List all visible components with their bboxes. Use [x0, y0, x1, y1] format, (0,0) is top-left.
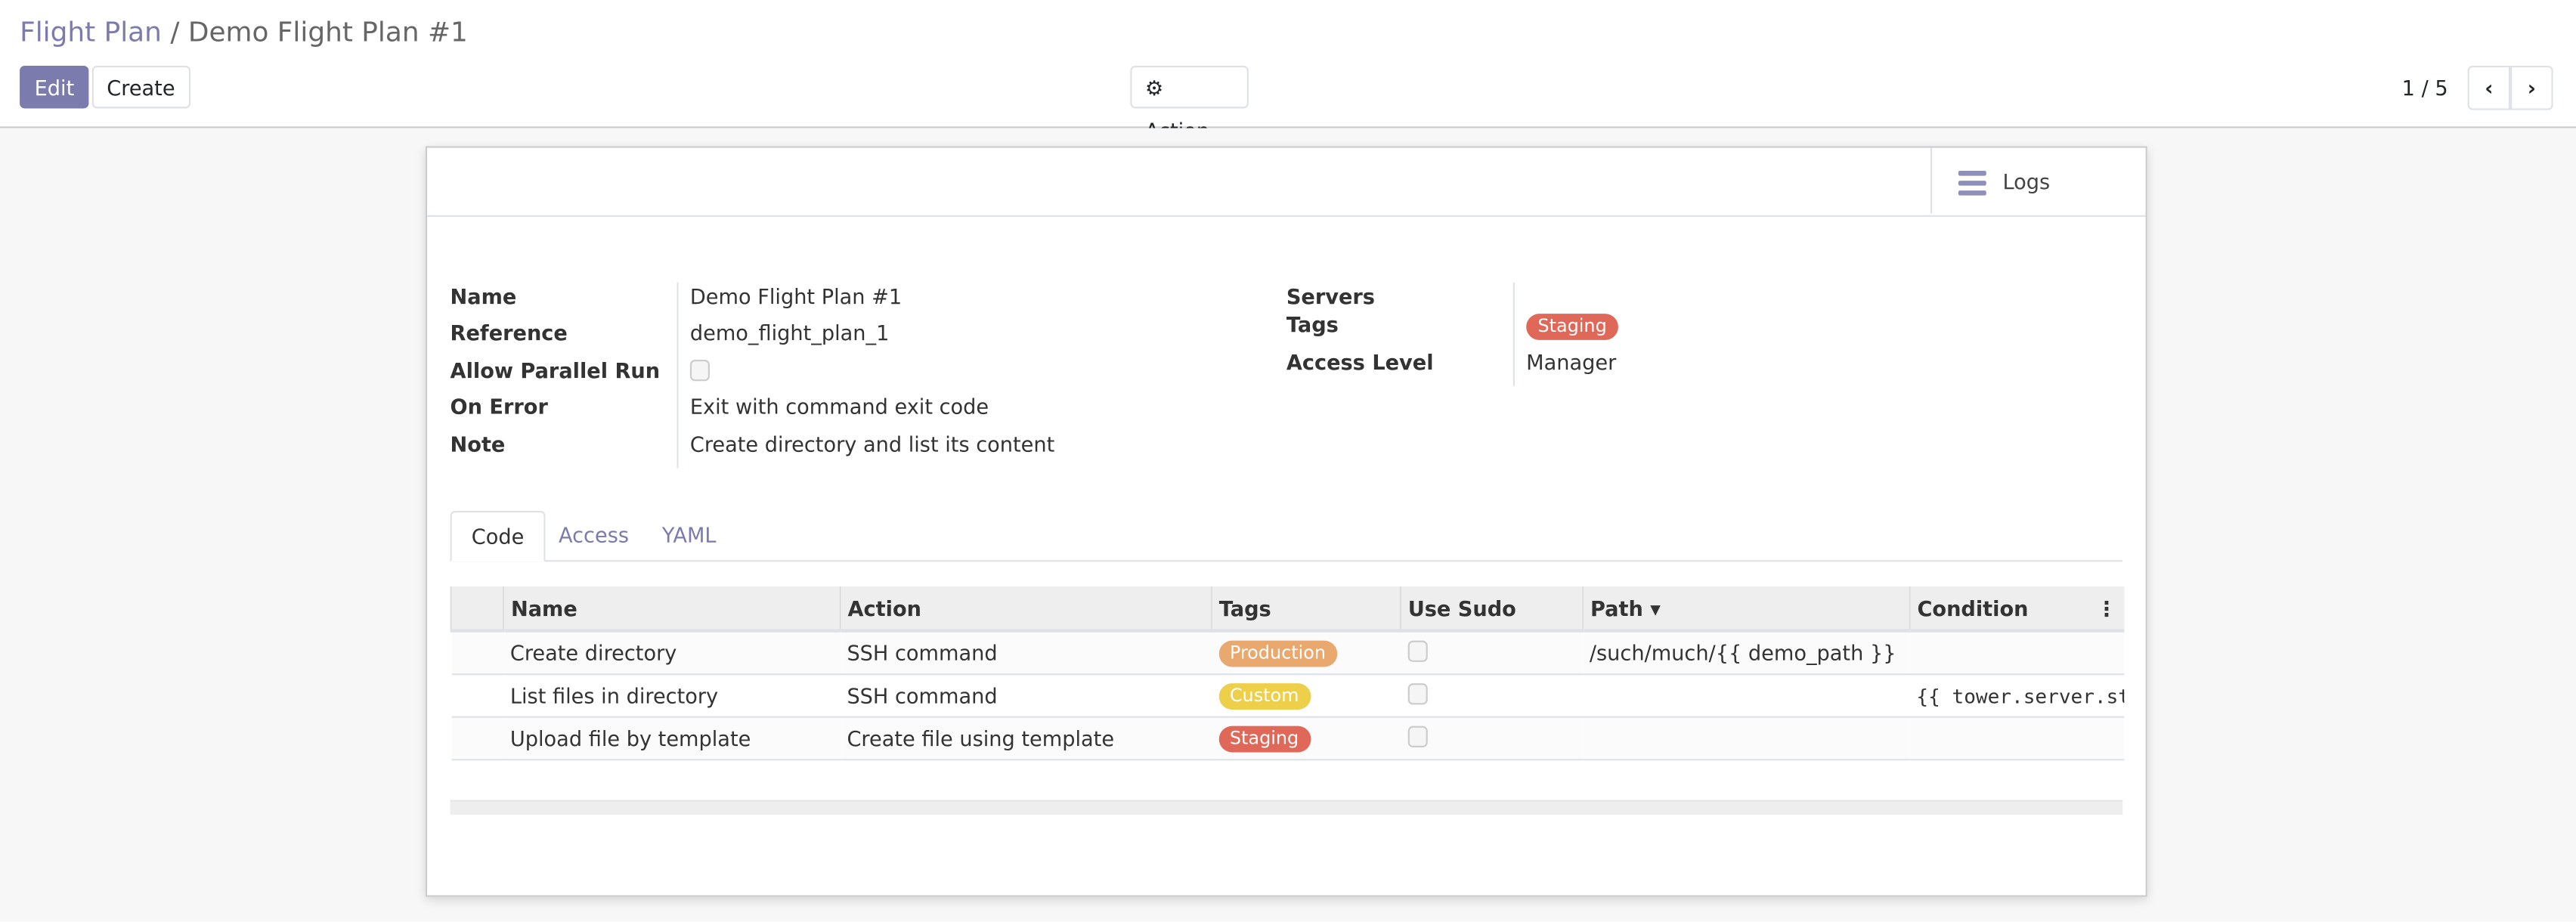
tab-access[interactable]: Access: [558, 522, 630, 547]
cell-use-sudo[interactable]: [1400, 630, 1584, 676]
on-error-label: On Error: [450, 394, 548, 419]
row-handle[interactable]: [450, 630, 504, 676]
cell-name: Create directory: [503, 630, 841, 676]
row-handle[interactable]: [450, 716, 504, 761]
cell-path: [1583, 674, 1910, 718]
gear-icon: ⚙: [1144, 75, 1164, 101]
tag-badge: Staging: [1526, 314, 1618, 340]
cell-use-sudo[interactable]: [1400, 674, 1584, 718]
access-level-value: Manager: [1526, 349, 1617, 375]
breadcrumb-parent-link[interactable]: Flight Plan: [20, 16, 162, 48]
on-error-value: Exit with command exit code: [689, 394, 989, 419]
pager-next-button[interactable]: ›: [2510, 65, 2553, 110]
cell-condition: [1909, 630, 2124, 676]
form-sheet: Logs Name Demo Flight Plan #1 Reference …: [425, 146, 2147, 897]
name-label: Name: [450, 284, 517, 309]
access-level-label: Access Level: [1286, 349, 1434, 375]
servers-label: Servers: [1286, 284, 1375, 309]
tags-label: Tags: [1286, 311, 1339, 337]
pager-previous-button[interactable]: ‹: [2467, 65, 2511, 110]
note-label: Note: [450, 432, 506, 457]
chevron-left-icon: ‹: [2485, 75, 2494, 101]
cell-tags: Production: [1211, 630, 1401, 676]
tab-yaml[interactable]: YAML: [661, 522, 717, 547]
control-panel: Flight Plan / Demo Flight Plan #1 Edit C…: [0, 0, 2576, 143]
cell-action: SSH command: [840, 674, 1212, 718]
use-sudo-checkbox[interactable]: [1407, 682, 1427, 704]
tags-value: Staging: [1526, 312, 1618, 340]
breadcrumb: Flight Plan / Demo Flight Plan #1: [20, 17, 468, 48]
name-value: Demo Flight Plan #1: [689, 284, 903, 309]
breadcrumb-current: Demo Flight Plan #1: [187, 16, 468, 48]
bars-icon: [1958, 171, 1986, 200]
pager-value[interactable]: 1 / 5: [2401, 75, 2448, 101]
tag-badge: Staging: [1218, 726, 1311, 753]
column-header-path[interactable]: Path ▾: [1582, 586, 1910, 633]
handle-column-header: [450, 586, 504, 633]
cell-tags: Custom: [1211, 674, 1401, 718]
cell-tags: Staging: [1211, 716, 1401, 761]
allow-parallel-run-checkbox[interactable]: [689, 359, 710, 386]
chevron-right-icon: ›: [2527, 75, 2536, 101]
cell-action: Create file using template: [840, 716, 1212, 761]
horizontal-scrollbar[interactable]: [450, 800, 2123, 815]
notebook-tabs: Code Access YAML: [450, 510, 2123, 562]
cell-name: List files in directory: [503, 674, 841, 718]
table-row[interactable]: Upload file by template Create file usin…: [450, 716, 2124, 761]
logs-label: Logs: [2002, 169, 2051, 194]
reference-label: Reference: [450, 320, 568, 345]
table-row[interactable]: Create directory SSH command Production …: [450, 630, 2124, 676]
allow-parallel-run-label: Allow Parallel Run: [450, 357, 661, 383]
logs-button[interactable]: Logs: [1930, 147, 2146, 214]
cell-condition: [1909, 716, 2124, 761]
column-header-tags[interactable]: Tags: [1210, 586, 1401, 633]
button-box: Logs: [427, 147, 2146, 217]
tab-code[interactable]: Code: [450, 510, 546, 562]
cell-use-sudo[interactable]: [1400, 716, 1584, 761]
tag-badge: Custom: [1218, 683, 1311, 710]
note-value: Create directory and list its content: [689, 432, 1055, 457]
cell-action: SSH command: [840, 630, 1212, 676]
column-header-action[interactable]: Action: [839, 586, 1212, 633]
field-divider: [1512, 282, 1515, 386]
column-header-name[interactable]: Name: [503, 586, 841, 633]
field-divider: [677, 282, 679, 469]
kebab-menu-icon[interactable]: ⋮: [2096, 595, 2117, 620]
tag-badge: Production: [1218, 640, 1338, 667]
use-sudo-checkbox[interactable]: [1407, 725, 1427, 747]
create-button[interactable]: Create: [91, 65, 190, 109]
cell-path: [1583, 716, 1910, 761]
code-table: Name Action Tags Use Sudo Path ▾ Conditi…: [450, 586, 2124, 761]
action-button[interactable]: ⚙ Action: [1130, 65, 1249, 143]
table-row[interactable]: List files in directory SSH command Cust…: [450, 674, 2124, 718]
cell-name: Upload file by template: [503, 716, 841, 761]
column-header-use-sudo[interactable]: Use Sudo: [1399, 586, 1584, 633]
breadcrumb-separator: /: [170, 16, 180, 48]
reference-value: demo_flight_plan_1: [689, 320, 890, 345]
table-header: Name Action Tags Use Sudo Path ▾ Conditi…: [450, 586, 2124, 633]
use-sudo-checkbox[interactable]: [1407, 639, 1427, 661]
edit-button[interactable]: Edit: [20, 65, 89, 109]
row-handle[interactable]: [450, 674, 504, 718]
cell-path: /such/much/{{ demo_path }}: [1583, 630, 1910, 676]
cell-condition: {{ tower.server.st: [1909, 674, 2124, 718]
column-header-condition[interactable]: Condition ⋮: [1909, 586, 2124, 633]
condition-header-label: Condition: [1917, 595, 2029, 620]
